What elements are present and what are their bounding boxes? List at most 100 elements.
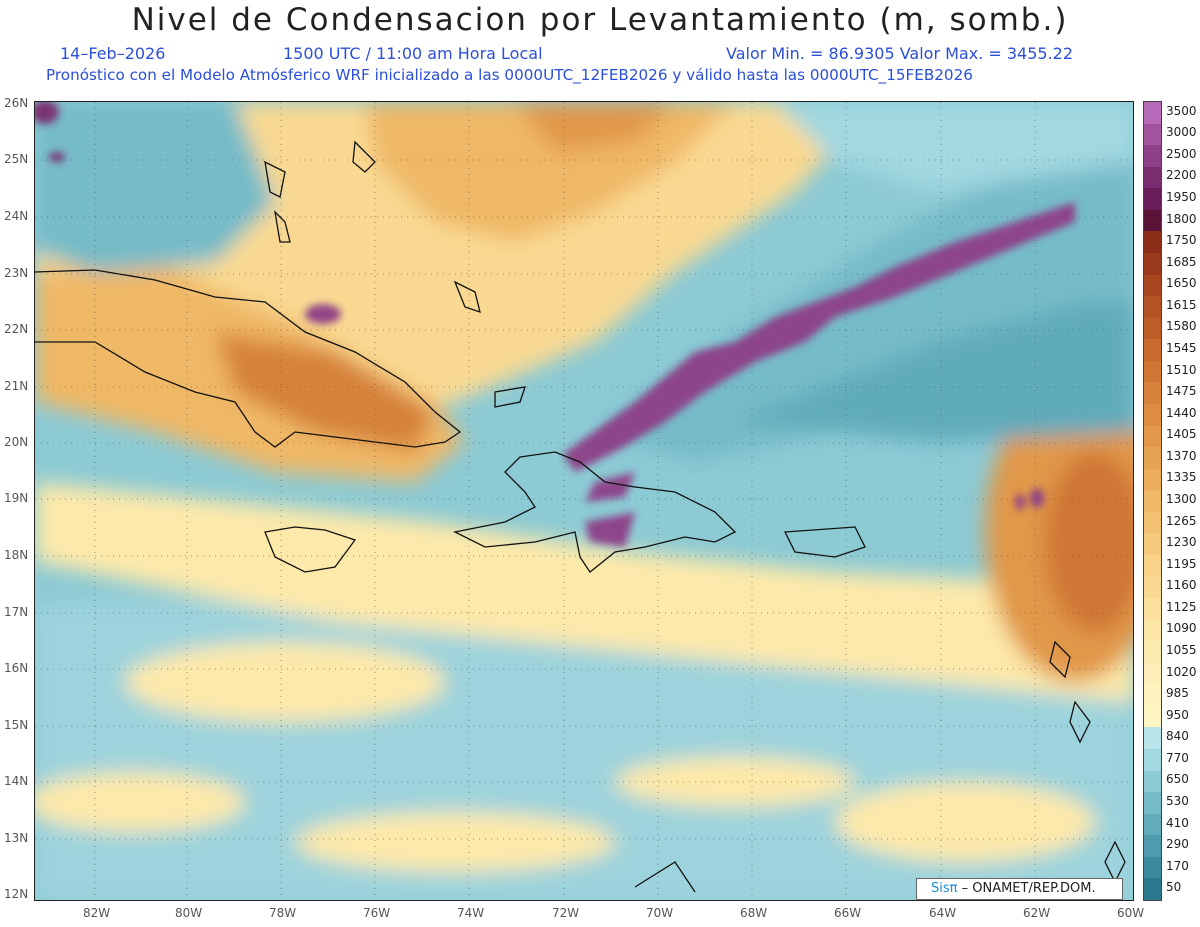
colorbar-segment [1144, 447, 1161, 470]
colorbar-segment [1144, 835, 1161, 858]
colorbar-segment [1144, 468, 1161, 491]
colorbar-label: 1230 [1166, 535, 1197, 550]
colorbar-segment [1144, 641, 1161, 664]
colorbar-segment [1144, 425, 1161, 448]
colorbar-segment [1144, 360, 1161, 383]
credit-text: – ONAMET/REP.DOM. [961, 881, 1096, 896]
lat-label: 14N [4, 774, 29, 788]
colorbar-segment [1144, 166, 1161, 189]
colorbar-label: 650 [1166, 772, 1189, 787]
colorbar-label: 1055 [1166, 642, 1197, 657]
colorbar-segment [1144, 188, 1161, 211]
colorbar-segment [1144, 576, 1161, 599]
colorbar-label: 1440 [1166, 405, 1197, 420]
value-min-max: Valor Min. = 86.9305 Valor Max. = 3455.2… [726, 44, 1074, 63]
colorbar-segment [1144, 102, 1161, 125]
colorbar-segment [1144, 749, 1161, 772]
lcl-map [34, 101, 1134, 901]
colorbar-label: 1335 [1166, 470, 1197, 485]
colorbar-label: 1615 [1166, 297, 1197, 312]
lon-label: 62W [1023, 906, 1051, 920]
lat-label: 19N [4, 491, 29, 505]
lcl-field [35, 102, 1133, 900]
lat-label: 22N [4, 322, 29, 336]
colorbar-label: 1580 [1166, 319, 1197, 334]
lat-label: 13N [4, 831, 29, 845]
forecast-time: 1500 UTC / 11:00 am Hora Local [283, 44, 543, 63]
lat-label: 26N [4, 96, 29, 110]
colorbar-label: 530 [1166, 793, 1189, 808]
map-title: Nivel de Condensacion por Levantamiento … [131, 2, 1069, 38]
colorbar-segment [1144, 209, 1161, 232]
colorbar-segment [1144, 123, 1161, 146]
lat-label: 18N [4, 548, 29, 562]
colorbar-label: 170 [1166, 858, 1189, 873]
colorbar-segment [1144, 684, 1161, 707]
credit-box: Sisπ – ONAMET/REP.DOM. [916, 878, 1123, 900]
colorbar-label: 1090 [1166, 621, 1197, 636]
colorbar-segment [1144, 231, 1161, 254]
colorbar-label: 1475 [1166, 384, 1197, 399]
lon-label: 70W [646, 906, 674, 920]
colorbar-segment [1144, 274, 1161, 297]
lon-label: 76W [363, 906, 391, 920]
colorbar-label: 1160 [1166, 578, 1197, 593]
forecast-date: 14–Feb–2026 [60, 44, 166, 63]
colorbar-segment [1144, 145, 1161, 168]
colorbar-label: 1800 [1166, 211, 1197, 226]
colorbar-label: 1950 [1166, 190, 1197, 205]
colorbar-label: 950 [1166, 707, 1189, 722]
lon-label: 64W [929, 906, 957, 920]
colorbar-label: 410 [1166, 815, 1189, 830]
colorbar-segment [1144, 598, 1161, 621]
sispi-logo: Sisπ [931, 881, 958, 896]
colorbar-segment [1144, 252, 1161, 276]
lon-label: 60W [1117, 906, 1145, 920]
lon-label: 82W [83, 906, 111, 920]
colorbar-segment [1144, 727, 1161, 750]
colorbar-segment [1144, 662, 1161, 685]
colorbar-segment [1144, 511, 1161, 534]
lat-label: 23N [4, 266, 29, 280]
lon-label: 68W [740, 906, 768, 920]
colorbar [1143, 101, 1162, 901]
colorbar-label: 1750 [1166, 233, 1197, 248]
lat-label: 12N [4, 887, 29, 901]
colorbar-segment [1144, 490, 1161, 513]
colorbar-label: 985 [1166, 686, 1189, 701]
colorbar-label: 2200 [1166, 168, 1197, 183]
lon-label: 72W [552, 906, 580, 920]
colorbar-label: 1510 [1166, 362, 1197, 377]
lat-label: 15N [4, 718, 29, 732]
lon-label: 74W [457, 906, 485, 920]
colorbar-label: 1650 [1166, 276, 1197, 291]
model-description: Pronóstico con el Modelo Atmósferico WRF… [46, 66, 973, 84]
lat-label: 20N [4, 435, 29, 449]
colorbar-segment [1144, 705, 1161, 728]
colorbar-label: 1405 [1166, 427, 1197, 442]
lat-label: 24N [4, 209, 29, 223]
lon-label: 78W [269, 906, 297, 920]
colorbar-segment [1144, 813, 1161, 836]
colorbar-segment [1144, 533, 1161, 556]
colorbar-label: 1370 [1166, 448, 1197, 463]
colorbar-label: 50 [1166, 880, 1182, 895]
colorbar-label: 1545 [1166, 341, 1197, 356]
colorbar-label: 1125 [1166, 599, 1197, 614]
colorbar-label: 290 [1166, 837, 1189, 852]
lat-label: 17N [4, 605, 29, 619]
colorbar-label: 1020 [1166, 664, 1197, 679]
colorbar-label: 3500 [1166, 103, 1197, 118]
colorbar-segment [1144, 878, 1161, 901]
colorbar-label: 840 [1166, 729, 1189, 744]
colorbar-segment [1144, 317, 1161, 340]
colorbar-segment [1144, 770, 1161, 793]
colorbar-segment [1144, 403, 1161, 426]
colorbar-label: 1300 [1166, 492, 1197, 506]
colorbar-segment [1144, 619, 1161, 642]
lon-label: 66W [834, 906, 862, 920]
colorbar-label: 1195 [1166, 556, 1197, 571]
colorbar-segment [1144, 856, 1161, 879]
colorbar-segment [1144, 339, 1161, 362]
colorbar-segment [1144, 296, 1161, 319]
